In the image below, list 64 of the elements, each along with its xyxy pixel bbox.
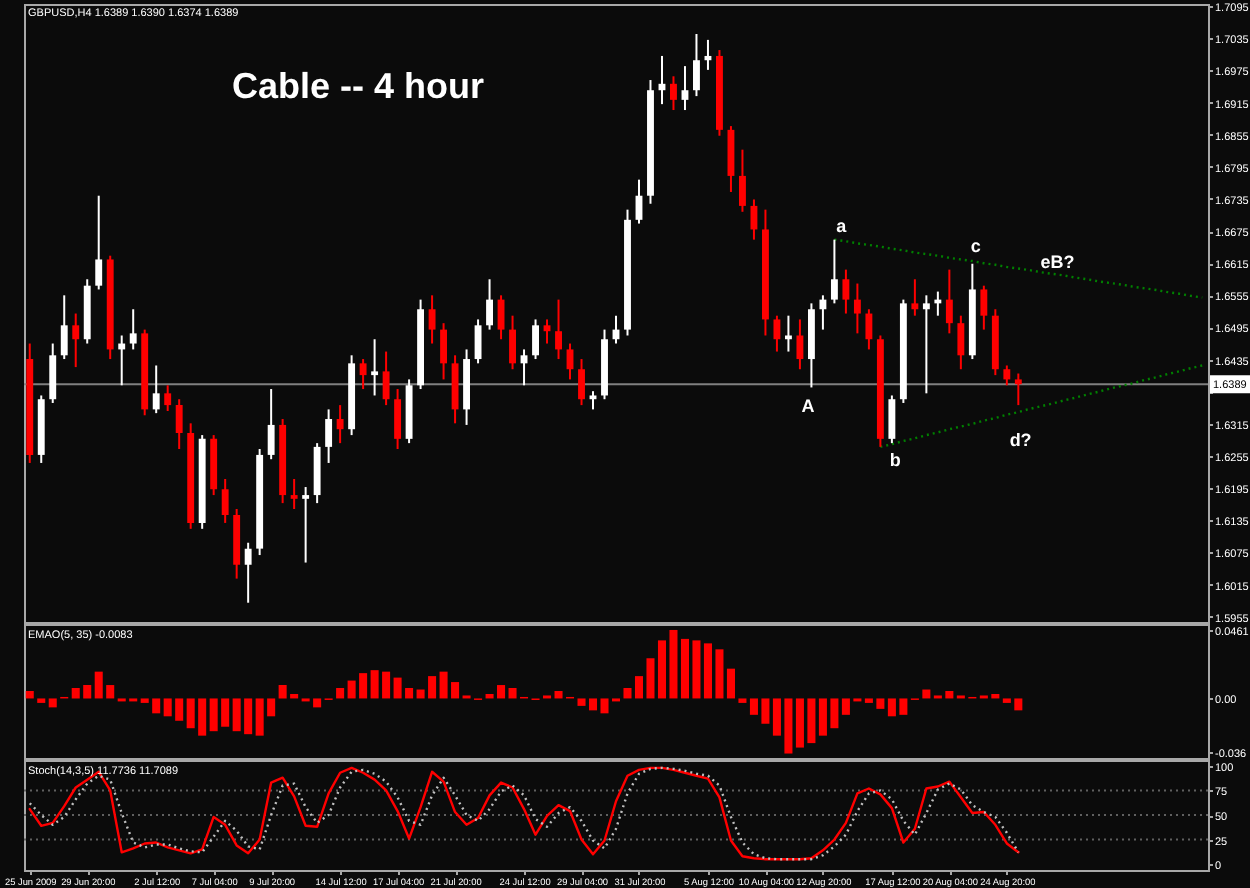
candlestick — [290, 478, 298, 510]
candlestick — [129, 308, 137, 351]
candlestick — [95, 194, 103, 291]
candlestick — [888, 394, 896, 445]
candlestick — [842, 268, 850, 315]
candlestick — [440, 322, 448, 381]
candlestick — [670, 75, 677, 112]
candlestick — [693, 32, 700, 98]
candlestick — [325, 408, 333, 464]
annotation: eB? — [1040, 252, 1075, 272]
line-series — [833, 238, 1204, 299]
candlestick — [784, 314, 792, 353]
candlestick — [945, 268, 953, 335]
candlestick — [589, 390, 597, 411]
candlestick — [739, 148, 746, 213]
candlestick — [819, 294, 827, 331]
candlestick — [382, 350, 390, 407]
bar — [336, 688, 345, 699]
annotation: c — [970, 236, 981, 256]
candlestick — [578, 358, 585, 407]
candlestick — [371, 338, 379, 397]
candlestick — [773, 314, 781, 353]
candlestick — [532, 318, 539, 361]
candlestick — [336, 404, 344, 445]
candlestick — [957, 314, 965, 371]
candlestick — [750, 198, 758, 241]
candlestick — [267, 388, 275, 461]
candlestick — [830, 238, 838, 305]
candlestick — [555, 298, 562, 361]
candlestick — [486, 278, 493, 331]
candlestick — [152, 364, 160, 415]
candlestick — [164, 384, 172, 412]
bar — [48, 698, 57, 708]
candlestick — [865, 308, 873, 351]
bar — [726, 668, 735, 699]
candlestick — [175, 398, 183, 451]
candlestick — [911, 278, 919, 317]
candlestick — [796, 318, 804, 371]
candlestick — [244, 541, 252, 604]
annotation: A — [801, 396, 816, 416]
candlestick — [1003, 364, 1011, 387]
annotation: a — [836, 216, 849, 236]
candlestick — [221, 478, 229, 524]
candlestick — [359, 358, 367, 391]
candlestick — [72, 312, 80, 369]
candlestick — [49, 342, 57, 404]
line-series — [28, 766, 1020, 861]
candlestick — [302, 486, 310, 564]
candlestick — [509, 314, 516, 371]
candlestick — [980, 284, 988, 331]
candlestick — [681, 65, 689, 112]
candlestick — [474, 318, 482, 365]
candlestick — [451, 354, 459, 425]
candlestick — [60, 294, 68, 361]
candlestick — [1014, 372, 1022, 407]
line-series — [879, 364, 1204, 449]
bar — [25, 691, 34, 699]
annotation: b — [889, 450, 902, 470]
candlestick — [853, 282, 861, 335]
text: Cable -- 4 hour — [232, 66, 485, 106]
candlestick — [922, 294, 930, 395]
candlestick — [428, 294, 436, 345]
annotation: d? — [1009, 430, 1032, 450]
candlestick — [394, 388, 402, 451]
